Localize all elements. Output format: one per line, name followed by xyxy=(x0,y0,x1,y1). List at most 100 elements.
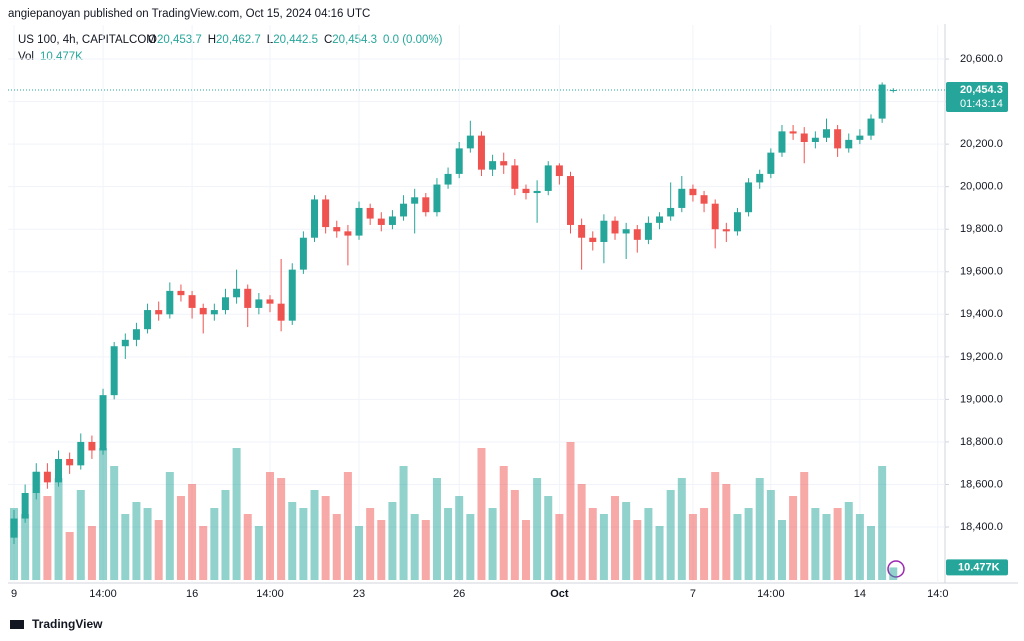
volume-bar xyxy=(822,514,831,580)
candle-body xyxy=(656,216,664,223)
volume-bar xyxy=(455,496,464,580)
volume-bar xyxy=(143,508,152,580)
volume-bar xyxy=(666,490,675,580)
candle-body xyxy=(377,218,385,225)
y-tick-label: 18,800.0 xyxy=(960,436,1003,448)
volume-bar xyxy=(388,502,397,580)
candle-body xyxy=(611,220,619,234)
volume-bar xyxy=(533,478,542,580)
candle-body xyxy=(10,518,18,538)
volume-label-box xyxy=(946,559,1008,576)
x-tick-label: 14:00 xyxy=(89,588,117,600)
volume-bar xyxy=(366,508,375,580)
candle-body xyxy=(555,165,563,177)
y-tick-label: 20,600.0 xyxy=(960,53,1003,65)
candles xyxy=(10,82,897,545)
volume-bar xyxy=(154,520,163,580)
volume-bar xyxy=(544,496,553,580)
candle-body xyxy=(633,229,641,240)
candle-body xyxy=(32,471,40,493)
candle-body xyxy=(155,310,163,315)
candle-body xyxy=(489,161,497,170)
x-tick-label: 7 xyxy=(690,588,696,600)
x-tick-label: 14:0 xyxy=(927,588,948,600)
legend-value: 20,454.3 xyxy=(332,34,377,46)
volume-bar xyxy=(878,466,887,580)
y-tick-label: 19,200.0 xyxy=(960,351,1003,363)
candle-body xyxy=(867,118,875,136)
legend-value: 0.0 (0.00%) xyxy=(383,34,443,46)
legend-value: 20,453.7 xyxy=(157,34,202,46)
volume-bar xyxy=(588,508,597,580)
volume-bar xyxy=(622,502,631,580)
volume-bar xyxy=(110,466,119,580)
candle-body xyxy=(188,295,196,308)
volume-bar xyxy=(733,514,742,580)
logo-mark xyxy=(10,620,24,629)
volume-bar xyxy=(321,496,330,580)
legend-key: C xyxy=(324,34,332,46)
volume-bar xyxy=(889,567,898,580)
volume-bar xyxy=(176,496,185,580)
volume-bar xyxy=(833,508,842,580)
y-tick-label: 19,400.0 xyxy=(960,308,1003,320)
candle-body xyxy=(667,207,675,217)
candle-body xyxy=(388,216,396,225)
volume-bar xyxy=(566,442,575,580)
volume-bar xyxy=(555,514,564,580)
legend-value: 20,442.5 xyxy=(273,34,318,46)
volume-bar xyxy=(132,502,141,580)
volume-bar xyxy=(232,448,241,580)
candle-body xyxy=(455,148,463,174)
volume-bar xyxy=(677,478,686,580)
candle-body xyxy=(511,165,519,189)
candle-body xyxy=(355,207,363,236)
volume-bar xyxy=(755,478,764,580)
volume-bar xyxy=(288,502,297,580)
volume-bar xyxy=(277,478,286,580)
volume-bar xyxy=(844,502,853,580)
candle-body xyxy=(43,471,51,483)
volume-bar xyxy=(221,490,230,580)
candle-body xyxy=(400,203,408,217)
x-tick-label: 16 xyxy=(186,588,198,600)
volume-bar xyxy=(87,526,96,580)
candle-body xyxy=(344,231,352,236)
volume-bar xyxy=(477,448,486,580)
volume-bar xyxy=(867,526,876,580)
volume-bar xyxy=(499,466,508,580)
y-tick-label: 18,600.0 xyxy=(960,478,1003,490)
x-tick-label: 23 xyxy=(353,588,365,600)
candle-body xyxy=(277,303,285,321)
volume-bar xyxy=(399,466,408,580)
volume-bar xyxy=(421,520,430,580)
candle-body xyxy=(422,197,430,213)
candle-body xyxy=(21,492,29,519)
volume-series xyxy=(10,442,898,580)
volume-bar xyxy=(789,496,798,580)
candle-body xyxy=(233,288,241,298)
candle-body xyxy=(689,188,697,196)
candle-body xyxy=(522,188,530,194)
x-tick-label: 9 xyxy=(11,588,17,600)
candle-body xyxy=(66,458,74,466)
candle-body xyxy=(411,197,419,204)
volume-bar xyxy=(310,490,319,580)
candle-body xyxy=(132,329,140,340)
logo-text: TradingView xyxy=(32,617,103,631)
volume-bar xyxy=(577,484,586,580)
candle-body xyxy=(622,229,630,234)
candle-body xyxy=(199,307,207,315)
candle-body xyxy=(800,133,808,142)
y-tick-label: 19,800.0 xyxy=(960,223,1003,235)
candle-body xyxy=(700,195,708,204)
candle-body xyxy=(144,310,152,330)
volume-legend: 10.477K xyxy=(40,51,83,63)
x-tick-label: 14:00 xyxy=(757,588,785,600)
volume-bar xyxy=(633,520,642,580)
y-tick-label: 18,400.0 xyxy=(960,521,1003,533)
candle-body xyxy=(210,310,218,315)
volume-bar xyxy=(343,472,352,580)
candle-body xyxy=(255,299,263,308)
candle-body xyxy=(845,139,853,149)
